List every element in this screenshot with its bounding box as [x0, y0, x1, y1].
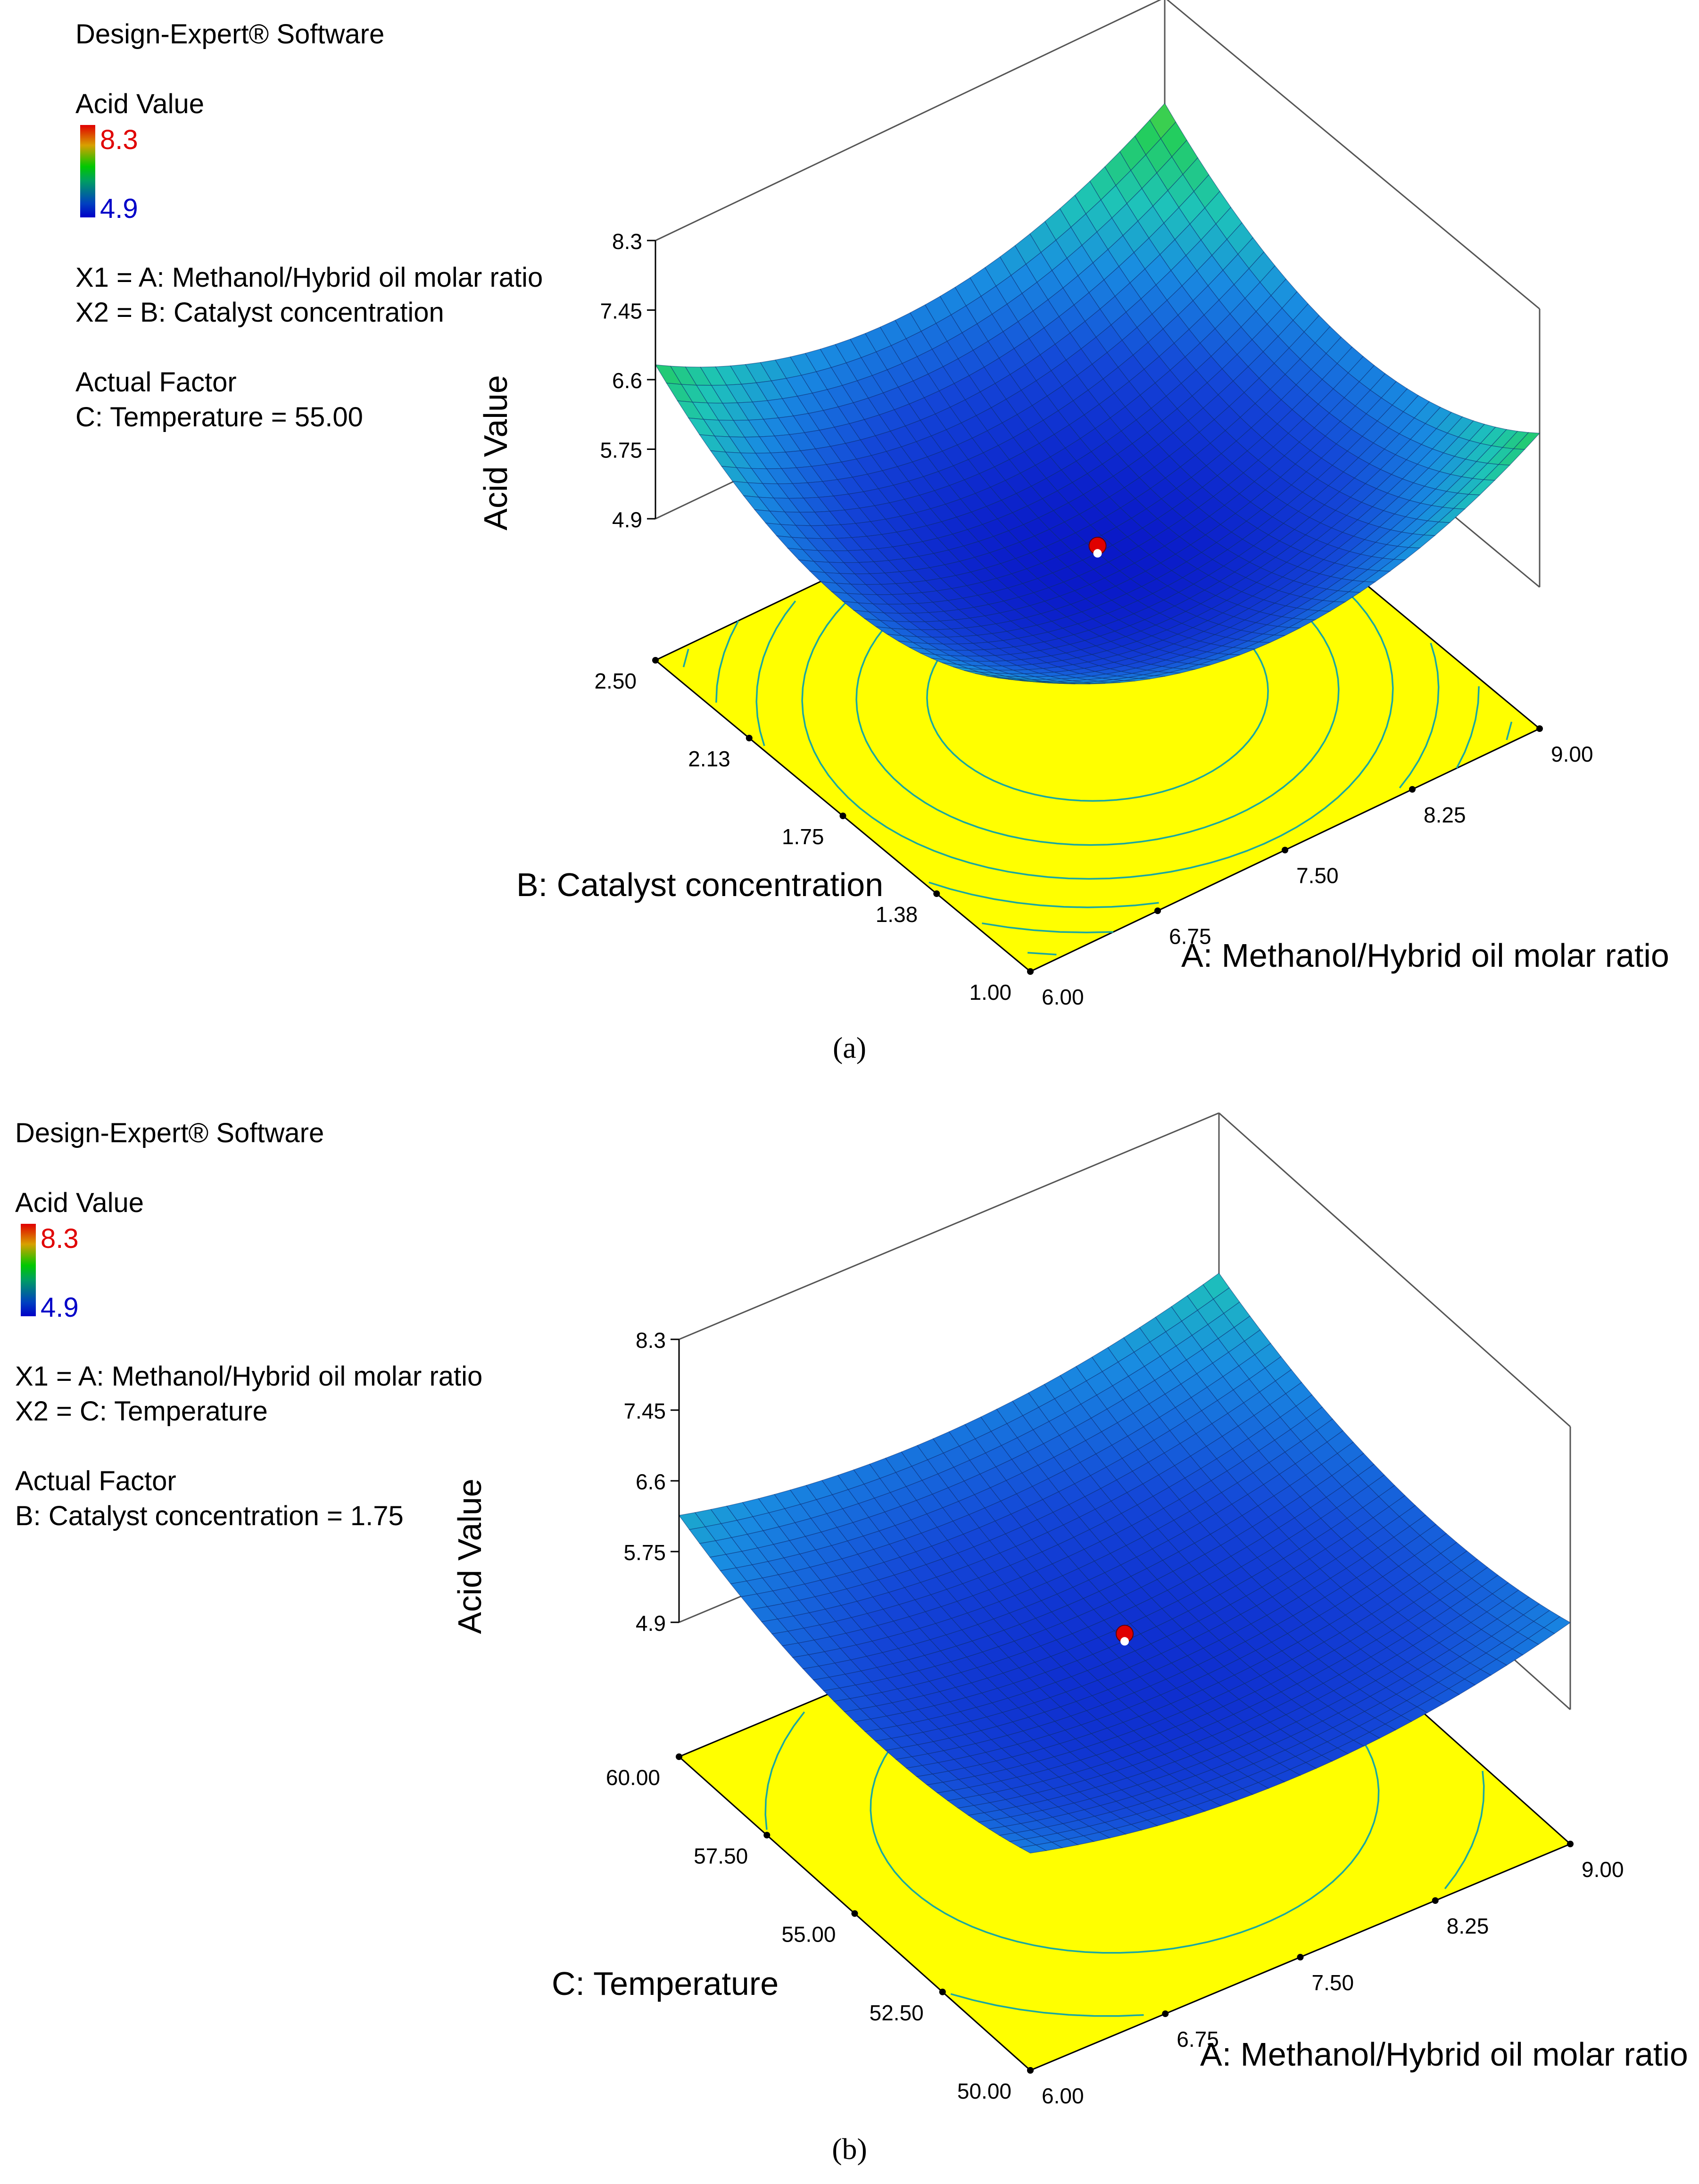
y-tick-label: 60.00	[606, 1765, 660, 1790]
y-tick	[746, 735, 753, 741]
x-tick	[1162, 2010, 1169, 2017]
y-tick-label: 1.75	[782, 824, 824, 849]
frame-edge	[1166, 0, 1540, 310]
z-tick-label: 4.9	[612, 507, 642, 532]
y-tick-label: 2.13	[688, 747, 730, 771]
x-tick-label: 9.00	[1551, 742, 1593, 766]
surface-cell	[1019, 1844, 1047, 1854]
legend-max: 8.3	[100, 125, 138, 155]
response-surface	[678, 1272, 1571, 1854]
y-tick	[763, 1832, 771, 1839]
actual-factor-value: C: Temperature = 55.00	[75, 402, 363, 432]
x-axis-title: A: Methanol/Hybrid oil molar ratio	[1200, 2036, 1688, 2073]
x-tick-label: 6.00	[1042, 2084, 1084, 2108]
panel-b: Design-Expert® Software Acid Value 8.3 4…	[0, 1099, 1699, 2160]
caption-a: (a)	[832, 1031, 867, 1064]
y-tick-label: 1.00	[969, 980, 1011, 1005]
caption-b: (b)	[832, 2132, 867, 2166]
y-tick-label: 2.50	[594, 669, 637, 693]
actual-factor-title: Actual Factor	[75, 367, 237, 398]
legend-min: 4.9	[100, 193, 138, 224]
x2-definition: X2 = B: Catalyst concentration	[75, 297, 444, 328]
actual-factor-title: Actual Factor	[15, 1466, 176, 1496]
x-tick	[1297, 1954, 1304, 1960]
x-tick-label: 8.25	[1447, 1914, 1489, 1938]
z-tick-label: 5.75	[623, 1540, 666, 1565]
x-tick	[1409, 786, 1416, 793]
y-tick-label: 57.50	[694, 1844, 748, 1868]
software-label: Design-Expert® Software	[15, 1118, 324, 1148]
x-tick-label: 6.75	[1169, 924, 1211, 948]
y-axis-title: C: Temperature	[552, 1965, 779, 2002]
z-tick-label: 8.3	[636, 1328, 666, 1353]
response-surface	[655, 103, 1541, 684]
y-tick-label: 1.38	[876, 902, 918, 927]
actual-factor-value: B: Catalyst concentration = 1.75	[15, 1501, 404, 1531]
frame-edge	[1218, 1112, 1571, 1428]
z-tick-label: 5.75	[600, 438, 642, 463]
frame-edge	[679, 1112, 1219, 1340]
surface-plot-a: 8.3 7.45 6.6 5.75 4.9 6.00 6.75 7.50 8.25 9.00 1.0…	[477, 0, 1669, 1009]
panel-a: Design-Expert® Software Acid Value 8.3 4…	[0, 0, 1699, 1061]
z-tick-label: 8.3	[612, 229, 642, 254]
color-scale-bar	[80, 125, 95, 217]
y-tick	[933, 890, 940, 897]
z-tick-label: 6.6	[612, 368, 642, 393]
x-tick	[1567, 1841, 1574, 1847]
x1-definition: X1 = A: Methanol/Hybrid oil molar ratio	[15, 1361, 483, 1392]
x-tick-label: 8.25	[1424, 803, 1466, 827]
z-axis-title: Acid Value	[477, 375, 514, 530]
x-tick-label: 6.75	[1177, 2027, 1219, 2051]
y-tick-label: 50.00	[957, 2079, 1011, 2103]
x-axis-title: A: Methanol/Hybrid oil molar ratio	[1181, 937, 1669, 974]
x-tick-label: 6.00	[1042, 985, 1084, 1009]
x-tick	[1432, 1897, 1439, 1904]
y-tick-label: 52.50	[870, 2001, 924, 2025]
surface-plot-b: 8.3 7.45 6.6 5.75 4.9 6.00 6.75 7.50 8.25 9.00 50.…	[451, 1112, 1688, 2108]
z-axis-title: Acid Value	[451, 1478, 488, 1634]
legend-min: 4.9	[41, 1292, 79, 1323]
z-tick-label: 6.6	[636, 1470, 666, 1494]
x-tick	[1536, 725, 1543, 732]
y-tick	[939, 1988, 946, 1995]
surface-cell	[1019, 680, 1045, 682]
y-tick	[1027, 2067, 1034, 2074]
z-tick-label: 7.45	[623, 1399, 666, 1423]
z-tick-label: 4.9	[636, 1611, 666, 1636]
z-tick-label: 7.45	[600, 299, 642, 324]
x-tick-label: 7.50	[1296, 864, 1339, 888]
x-tick	[1282, 847, 1288, 854]
design-point-base	[1120, 1637, 1129, 1646]
x2-definition: X2 = C: Temperature	[15, 1396, 268, 1427]
x-tick-label: 7.50	[1312, 1970, 1354, 1995]
y-axis-title: B: Catalyst concentration	[516, 866, 883, 903]
y-tick	[676, 1753, 682, 1760]
x-tick	[1154, 907, 1161, 914]
y-tick	[1027, 968, 1034, 975]
y-tick	[839, 813, 846, 819]
y-tick	[652, 657, 659, 664]
legend-max: 8.3	[41, 1223, 79, 1254]
x1-definition: X1 = A: Methanol/Hybrid oil molar ratio	[75, 262, 543, 293]
x-tick-label: 9.00	[1582, 1857, 1624, 1882]
legend-title: Acid Value	[75, 89, 204, 119]
color-scale-bar	[21, 1224, 36, 1316]
design-point-base	[1093, 549, 1102, 558]
y-tick-label: 55.00	[781, 1922, 836, 1947]
software-label: Design-Expert® Software	[75, 19, 385, 50]
y-tick	[851, 1910, 858, 1917]
legend-title: Acid Value	[15, 1187, 144, 1218]
frame-edge	[655, 0, 1161, 241]
